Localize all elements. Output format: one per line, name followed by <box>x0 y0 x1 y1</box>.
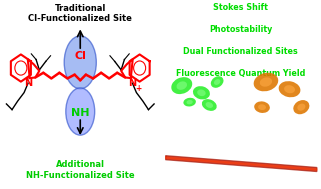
Ellipse shape <box>183 98 196 106</box>
Text: NH: NH <box>71 108 90 118</box>
Text: NH-Functionalized Site: NH-Functionalized Site <box>26 171 134 180</box>
Text: Dual Functionalized Sites: Dual Functionalized Sites <box>183 47 298 56</box>
Ellipse shape <box>64 36 96 89</box>
Ellipse shape <box>197 89 206 96</box>
Ellipse shape <box>260 77 272 87</box>
Ellipse shape <box>66 88 95 135</box>
Text: Fluorescence Quantum Yield: Fluorescence Quantum Yield <box>176 69 306 78</box>
Text: Traditional: Traditional <box>55 4 106 13</box>
Ellipse shape <box>297 104 305 111</box>
Text: N: N <box>128 78 136 88</box>
Ellipse shape <box>193 86 210 99</box>
Ellipse shape <box>254 73 278 91</box>
Ellipse shape <box>293 100 309 114</box>
Text: +: + <box>136 84 142 93</box>
Ellipse shape <box>177 81 187 90</box>
Text: Cl-Functionalized Site: Cl-Functionalized Site <box>28 14 132 23</box>
Ellipse shape <box>211 76 223 88</box>
Text: Photostability: Photostability <box>209 25 273 34</box>
Ellipse shape <box>205 102 213 108</box>
Ellipse shape <box>254 101 270 113</box>
Ellipse shape <box>284 85 295 93</box>
Text: Stokes Shift: Stokes Shift <box>213 3 268 12</box>
Text: Additional: Additional <box>56 160 105 169</box>
Ellipse shape <box>187 100 193 104</box>
Text: 10 μm: 10 μm <box>248 120 262 124</box>
Text: N: N <box>24 78 32 88</box>
Ellipse shape <box>258 104 266 110</box>
Text: Cl: Cl <box>74 51 86 61</box>
Text: 10 μm: 10 μm <box>168 120 182 124</box>
Ellipse shape <box>214 79 220 85</box>
Ellipse shape <box>171 77 192 94</box>
Ellipse shape <box>202 99 217 111</box>
Ellipse shape <box>279 81 300 97</box>
